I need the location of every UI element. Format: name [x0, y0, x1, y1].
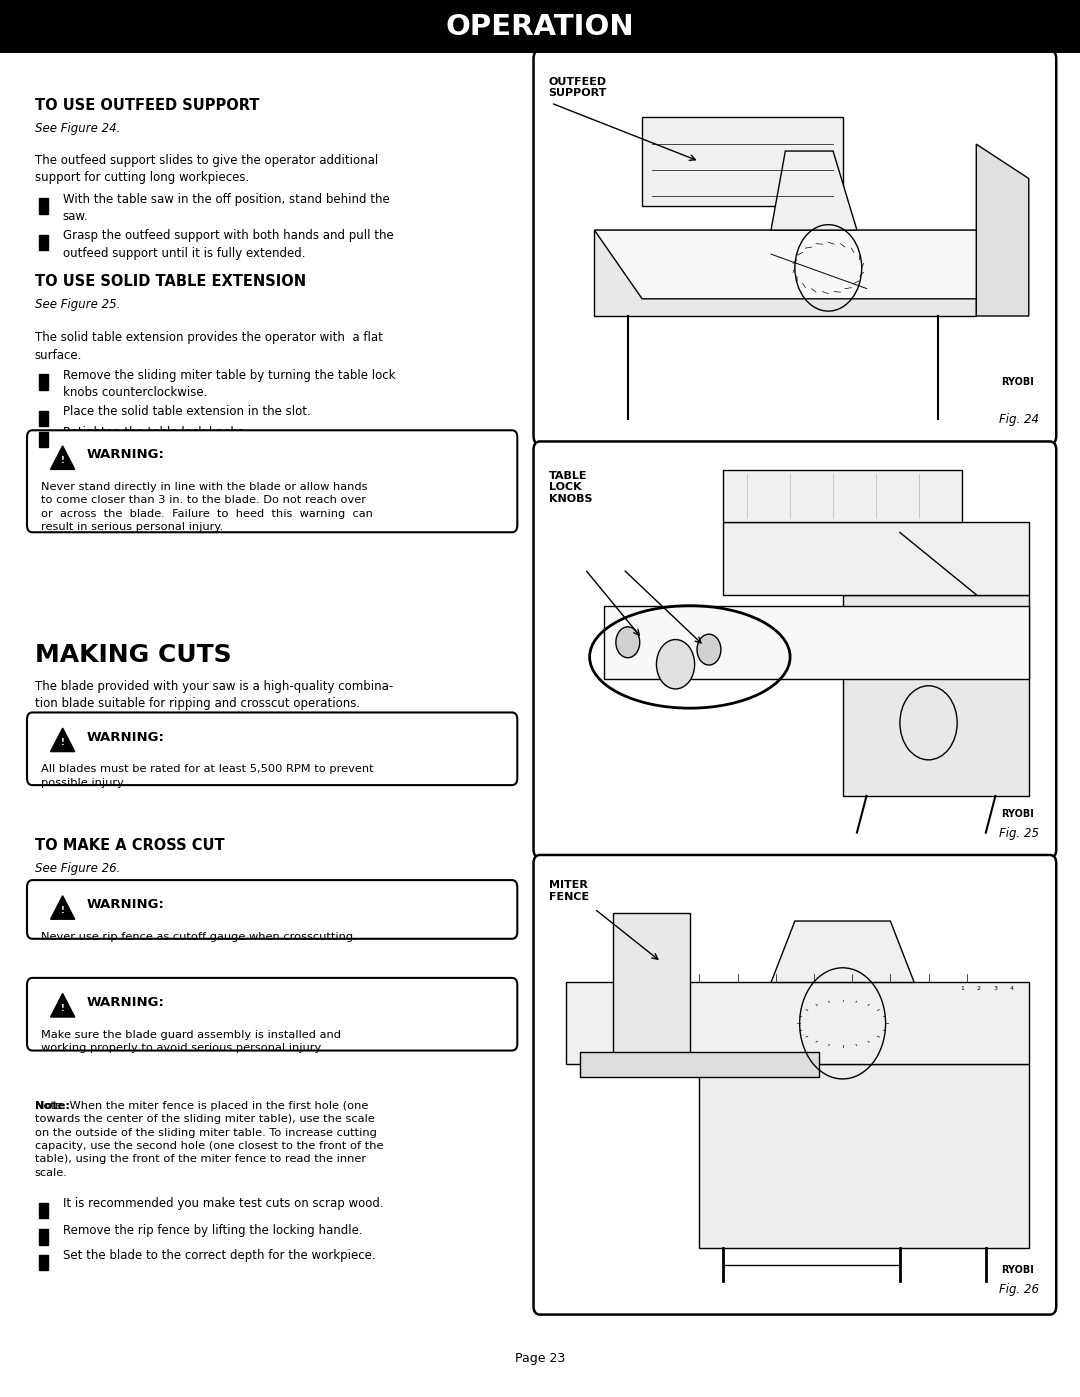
Text: Set the blade to the correct depth for the workpiece.: Set the blade to the correct depth for t… — [63, 1249, 375, 1261]
Text: With the table saw in the off position, stand behind the
saw.: With the table saw in the off position, … — [63, 193, 390, 224]
Text: 3: 3 — [994, 986, 997, 990]
Polygon shape — [39, 411, 48, 426]
Polygon shape — [39, 374, 48, 390]
Text: See Figure 24.: See Figure 24. — [35, 122, 120, 134]
Text: Fig. 24: Fig. 24 — [999, 414, 1039, 426]
Text: OPERATION: OPERATION — [446, 13, 634, 41]
Text: !: ! — [60, 455, 65, 465]
Text: Note: When the miter fence is placed in the first hole (one
towards the center o: Note: When the miter fence is placed in … — [35, 1101, 383, 1178]
Circle shape — [900, 686, 957, 760]
Polygon shape — [724, 471, 962, 521]
Text: WARNING:: WARNING: — [86, 448, 164, 461]
Polygon shape — [39, 432, 48, 447]
Polygon shape — [51, 895, 75, 919]
Polygon shape — [724, 521, 1029, 595]
Text: The blade provided with your saw is a high-quality combina-
tion blade suitable : The blade provided with your saw is a hi… — [35, 680, 393, 710]
FancyBboxPatch shape — [534, 855, 1056, 1315]
Polygon shape — [604, 606, 1029, 679]
Text: RYOBI: RYOBI — [1001, 377, 1034, 387]
Polygon shape — [771, 151, 856, 231]
Text: The solid table extension provides the operator with  a flat
surface.: The solid table extension provides the o… — [35, 331, 382, 362]
Text: WARNING:: WARNING: — [86, 996, 164, 1009]
FancyBboxPatch shape — [534, 441, 1056, 858]
FancyBboxPatch shape — [27, 712, 517, 785]
FancyBboxPatch shape — [27, 880, 517, 939]
Text: Retighten the table lock knobs.: Retighten the table lock knobs. — [63, 426, 247, 439]
Polygon shape — [842, 595, 1029, 796]
Text: Grasp the outfeed support with both hands and pull the
outfeed support until it : Grasp the outfeed support with both hand… — [63, 229, 393, 260]
FancyBboxPatch shape — [27, 430, 517, 532]
Text: 1: 1 — [960, 986, 963, 990]
Text: TO USE SOLID TABLE EXTENSION: TO USE SOLID TABLE EXTENSION — [35, 274, 306, 289]
Text: The outfeed support slides to give the operator additional
support for cutting l: The outfeed support slides to give the o… — [35, 154, 378, 184]
Polygon shape — [594, 231, 1024, 299]
Text: MITER
FENCE: MITER FENCE — [549, 880, 589, 901]
Polygon shape — [976, 144, 1029, 316]
Text: TO MAKE A CROSS CUT: TO MAKE A CROSS CUT — [35, 838, 225, 854]
FancyBboxPatch shape — [27, 978, 517, 1051]
Circle shape — [616, 627, 639, 658]
Text: RYOBI: RYOBI — [1001, 809, 1034, 819]
Polygon shape — [51, 728, 75, 752]
Polygon shape — [39, 235, 48, 250]
Text: !: ! — [60, 905, 65, 915]
Polygon shape — [643, 117, 842, 205]
Text: !: ! — [60, 738, 65, 747]
Text: 4: 4 — [1010, 986, 1014, 990]
Polygon shape — [613, 912, 690, 1065]
Text: !: ! — [60, 1003, 65, 1013]
Text: Fig. 26: Fig. 26 — [999, 1284, 1039, 1296]
Text: Make sure the blade guard assembly is installed and
working properly to avoid se: Make sure the blade guard assembly is in… — [41, 1030, 341, 1053]
Polygon shape — [580, 1052, 819, 1077]
FancyBboxPatch shape — [0, 0, 1080, 53]
Text: It is recommended you make test cuts on scrap wood.: It is recommended you make test cuts on … — [63, 1197, 383, 1210]
Text: Note:: Note: — [35, 1101, 69, 1111]
Text: OUTFEED
SUPPORT: OUTFEED SUPPORT — [549, 77, 607, 98]
Polygon shape — [39, 1203, 48, 1218]
Polygon shape — [51, 446, 75, 469]
Text: MAKING CUTS: MAKING CUTS — [35, 643, 231, 666]
Polygon shape — [39, 1229, 48, 1245]
Text: RYOBI: RYOBI — [1001, 1266, 1034, 1275]
Text: See Figure 26.: See Figure 26. — [35, 862, 120, 875]
Polygon shape — [39, 1255, 48, 1270]
Text: TABLE
LOCK
KNOBS: TABLE LOCK KNOBS — [549, 471, 592, 504]
Text: Remove the rip fence by lifting the locking handle.: Remove the rip fence by lifting the lock… — [63, 1224, 362, 1236]
Polygon shape — [700, 1065, 1029, 1249]
Text: Fig. 25: Fig. 25 — [999, 827, 1039, 840]
Text: Remove the sliding miter table by turning the table lock
knobs counterclockwise.: Remove the sliding miter table by turnin… — [63, 369, 395, 400]
Polygon shape — [594, 231, 976, 316]
Text: WARNING:: WARNING: — [86, 731, 164, 743]
Polygon shape — [51, 993, 75, 1017]
Text: Never stand directly in line with the blade or allow hands
to come closer than 3: Never stand directly in line with the bl… — [41, 482, 373, 532]
Text: TO USE OUTFEED SUPPORT: TO USE OUTFEED SUPPORT — [35, 98, 259, 113]
Polygon shape — [39, 198, 48, 214]
FancyBboxPatch shape — [534, 50, 1056, 444]
Text: Place the solid table extension in the slot.: Place the solid table extension in the s… — [63, 405, 310, 418]
Text: All blades must be rated for at least 5,500 RPM to prevent
possible injury.: All blades must be rated for at least 5,… — [41, 764, 374, 788]
Text: 2: 2 — [976, 986, 981, 990]
Circle shape — [697, 634, 720, 665]
Text: WARNING:: WARNING: — [86, 898, 164, 911]
Polygon shape — [771, 921, 914, 982]
Circle shape — [657, 640, 694, 689]
Text: Page 23: Page 23 — [515, 1352, 565, 1365]
Text: Never use rip fence as cutoff gauge when crosscutting.: Never use rip fence as cutoff gauge when… — [41, 932, 356, 942]
Text: See Figure 25.: See Figure 25. — [35, 298, 120, 310]
Polygon shape — [566, 982, 1029, 1065]
